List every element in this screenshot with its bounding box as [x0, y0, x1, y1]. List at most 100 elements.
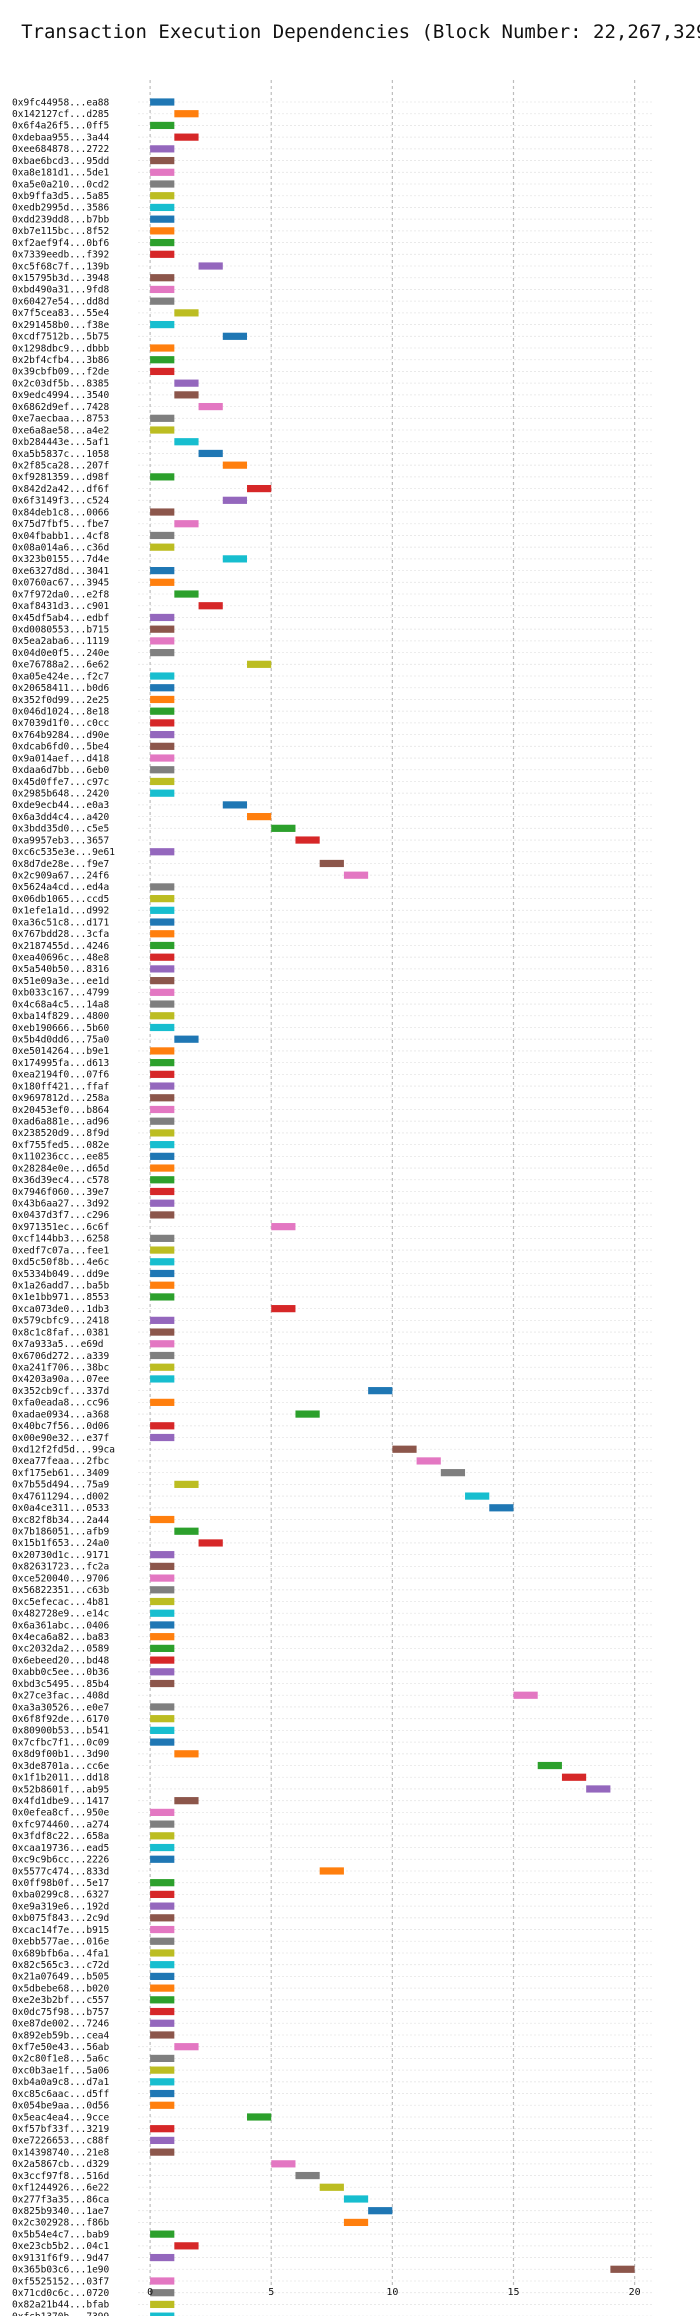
transaction-bar	[222, 332, 248, 340]
transaction-bar	[150, 192, 175, 200]
transaction-bar	[150, 473, 175, 481]
transaction-label: 0x2c80f1e8...5a6c	[12, 2054, 109, 2065]
transaction-label: 0x238520d9...8f9d	[12, 1128, 109, 1139]
transaction-label: 0x482728e9...e14c	[12, 1609, 109, 1620]
y-axis-labels: 0x9fc44958...ea880x142127cf...d2850x6f4a…	[12, 97, 115, 2316]
transaction-label: 0x1298dbc9...dbbb	[12, 343, 110, 354]
transaction-label: 0x1efe1a1d...d992	[12, 906, 109, 917]
grid	[138, 80, 654, 2316]
transaction-label: 0xea40696c...48e8	[12, 952, 110, 963]
transaction-bar	[150, 1000, 175, 1008]
transaction-label: 0x5ea2aba6...1119	[12, 636, 110, 647]
transaction-label: 0xbae6bcd3...95dd	[12, 156, 109, 167]
transaction-bar	[150, 1269, 175, 1278]
transaction-label: 0x7039d1f0...c0cc	[12, 718, 109, 729]
transaction-bar	[174, 438, 199, 446]
transaction-bar	[150, 1621, 175, 1629]
transaction-bar	[150, 344, 175, 352]
transaction-label: 0xb4a0a9c8...d7a1	[12, 2077, 110, 2088]
transaction-bar	[198, 449, 223, 458]
transaction-bar	[150, 2101, 175, 2109]
transaction-label: 0x142127cf...d285	[12, 109, 109, 120]
transaction-bar	[174, 2242, 199, 2250]
transaction-bar	[610, 2265, 635, 2273]
transaction-label: 0x52b8601f...ab95	[12, 1784, 109, 1795]
transaction-label: 0xcf144bb3...6258	[12, 1234, 110, 1245]
transaction-bar	[150, 1726, 175, 1734]
transaction-label: 0x0ff98b0f...5e17	[12, 1878, 109, 1889]
transaction-label: 0xeb190666...5b60	[12, 1023, 110, 1034]
transaction-bar	[150, 1363, 175, 1371]
transaction-label: 0x40bc7f56...0d06	[12, 1421, 110, 1432]
transaction-bar	[271, 1223, 296, 1231]
transaction-bar	[150, 203, 175, 212]
transaction-bar	[150, 1738, 175, 1746]
transaction-label: 0xbd490a31...9fd8	[12, 285, 110, 296]
transaction-label: 0x689bfb6a...4fa1	[12, 1948, 110, 1959]
transaction-label: 0x6706d272...a339	[12, 1351, 110, 1362]
transaction-bar	[150, 1668, 175, 1676]
transaction-bar	[150, 1082, 175, 1090]
transaction-bar	[247, 484, 272, 493]
transaction-label: 0x7f5cea83...55e4	[12, 308, 110, 319]
transaction-bar	[561, 1773, 587, 1781]
transaction-bar	[150, 1234, 175, 1242]
transaction-label: 0xa8e181d1...5de1	[12, 168, 110, 179]
transaction-bar	[150, 1199, 175, 1207]
transaction-label: 0xf5525152...03f7	[12, 2276, 109, 2287]
transaction-label: 0x20658411...b0d6	[12, 683, 110, 694]
transaction-label: 0xea2194f0...07f6	[12, 1070, 110, 1081]
transaction-bar	[150, 578, 175, 586]
transaction-label: 0xfcb1370b...7399	[12, 2311, 110, 2316]
transaction-label: 0x7a933a5...e69d	[12, 1339, 104, 1350]
transaction-bar	[150, 180, 175, 188]
transaction-bar	[150, 2136, 175, 2145]
transaction-label: 0xc9c9b6cc...2226	[12, 1855, 110, 1866]
transaction-bar	[537, 1761, 562, 1770]
transaction-bar	[150, 1281, 175, 1289]
transaction-label: 0xf1244926...6e22	[12, 2183, 109, 2194]
transaction-bar	[174, 1035, 199, 1043]
transaction-label: 0x4fd1dbe9...1417	[12, 1796, 109, 1807]
transaction-bar	[150, 1820, 175, 1828]
transaction-bar	[150, 1715, 175, 1723]
transaction-label: 0xdebaa955...3a44	[12, 132, 110, 143]
transaction-label: 0xa36c51c8...d171	[12, 917, 110, 928]
transaction-bar	[174, 110, 199, 118]
transaction-bar	[368, 2207, 393, 2215]
transaction-bar	[392, 1445, 417, 1453]
transaction-label: 0x60427e54...dd8d	[12, 296, 109, 307]
transaction-bar	[174, 1797, 199, 1805]
transaction-bar	[150, 766, 175, 774]
transaction-bar	[150, 2125, 175, 2133]
transaction-label: 0x4203a90a...07ee	[12, 1374, 110, 1385]
transaction-bar	[150, 918, 175, 926]
transaction-label: 0xebb577ae...016e	[12, 1937, 110, 1948]
transaction-bar	[150, 414, 175, 422]
transaction-bar	[150, 695, 175, 704]
transaction-bar	[174, 1527, 199, 1535]
transaction-bar	[150, 1059, 175, 1067]
transaction-bar	[150, 2253, 175, 2262]
transaction-label: 0xdcab6fd0...5be4	[12, 742, 110, 753]
transaction-label: 0x06db1065...ccd5	[12, 894, 109, 905]
transaction-bar	[174, 309, 199, 317]
transaction-bar	[150, 1644, 175, 1652]
transaction-label: 0xfa0eada8...cc96	[12, 1398, 110, 1409]
transaction-label: 0xdd239dd8...b7bb	[12, 214, 110, 225]
transaction-label: 0xba0299c8...6327	[12, 1890, 109, 1901]
transaction-bar	[150, 320, 175, 329]
transaction-label: 0x291458b0...f38e	[12, 320, 110, 331]
transaction-bar	[150, 1246, 175, 1254]
transaction-bar	[150, 707, 175, 715]
transaction-bar	[150, 2312, 175, 2316]
transaction-label: 0xe5014264...b9e1	[12, 1046, 110, 1057]
transaction-label: 0xe7aecbaa...8753	[12, 414, 109, 425]
transaction-bar	[150, 1925, 175, 1934]
transaction-bar	[150, 543, 175, 551]
transaction-label: 0x2187455d...4246	[12, 941, 110, 952]
transaction-label: 0x27ce3fac...408d	[12, 1691, 109, 1702]
transaction-bar	[150, 356, 175, 364]
transaction-label: 0xc85c6aac...d5ff	[12, 2089, 109, 2100]
transaction-label: 0xb7e115bc...8f52	[12, 226, 109, 237]
